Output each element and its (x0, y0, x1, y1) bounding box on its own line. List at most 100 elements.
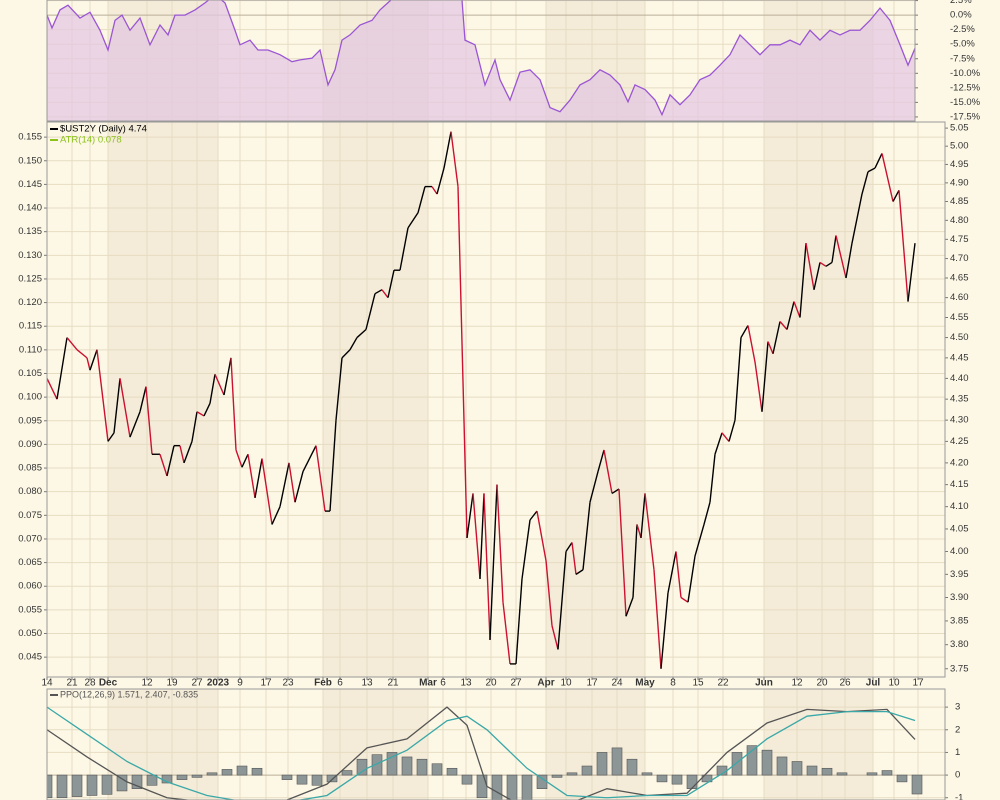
price-segment (483, 493, 491, 640)
histogram-bar (446, 767, 458, 776)
x-tick-label: May (635, 678, 655, 689)
x-tick-label: 27 (191, 678, 203, 689)
histogram-bar (896, 774, 908, 783)
price-segment (618, 488, 627, 617)
price-segment (66, 337, 78, 351)
price-segment (529, 510, 538, 521)
x-tick-label: Apr (537, 678, 554, 689)
histogram-bar (341, 770, 353, 776)
price-segment (582, 502, 591, 570)
price-segment (861, 171, 869, 195)
y-tick-label: 4.35 (950, 394, 969, 405)
month-band (546, 122, 645, 677)
panel-border (46, 688, 946, 800)
price-segment (793, 301, 801, 318)
y-tick-label: 0.075 (18, 510, 42, 521)
x-tick-label: 17 (912, 678, 924, 689)
histogram-bar (326, 774, 338, 783)
histogram-bar (731, 752, 743, 776)
price-segment (387, 270, 395, 298)
panel (47, 689, 945, 800)
price-segment (241, 453, 249, 468)
y-tick-label: 4.00 (950, 546, 969, 557)
y-tick-label: 4.45 (950, 352, 969, 363)
price-segment (536, 510, 547, 561)
y-tick-label: 4.85 (950, 196, 969, 207)
histogram-bar (176, 774, 188, 780)
price-segment (728, 419, 736, 442)
price-segment (734, 337, 742, 421)
y-tick-label: 2.5% (950, 0, 972, 6)
price-segment (632, 524, 638, 598)
price-segment (302, 445, 317, 472)
price-segment (179, 445, 185, 464)
price-segment (714, 432, 723, 455)
price-segment (767, 341, 774, 355)
price-segment (417, 186, 426, 213)
x-tick-label: 13 (460, 678, 472, 689)
price-segment (754, 361, 763, 412)
y-tick-label: 4.40 (950, 373, 969, 384)
legend-label: ATR(14) 0.078 (60, 135, 122, 146)
y-tick-label: 0.050 (18, 628, 42, 639)
y-tick-label: 2 (955, 724, 960, 735)
price-segment (89, 349, 98, 371)
y-tick-label: 0 (955, 770, 960, 781)
y-tick-label: -2.5% (950, 24, 975, 35)
histogram-bar (296, 774, 308, 785)
price-segment (851, 193, 863, 244)
price-segment (479, 493, 485, 580)
histogram-bar (71, 774, 83, 797)
price-segment (254, 458, 263, 498)
price-segment (515, 578, 523, 664)
histogram-bar (101, 774, 113, 795)
x-tick-label: 21 (66, 678, 78, 689)
x-tick-label: 17 (260, 678, 272, 689)
price-segment (489, 484, 498, 640)
histogram-bar (56, 774, 68, 799)
price-segment (230, 357, 237, 450)
histogram-bar (821, 767, 833, 776)
price-segment (356, 328, 367, 339)
price-segment (119, 378, 131, 438)
price-segment (271, 506, 281, 525)
y-tick-label: 3.90 (950, 592, 969, 603)
histogram-bar (431, 763, 443, 776)
month-band (546, 689, 645, 800)
price-segment (56, 337, 68, 400)
x-tick-label: Jul (866, 678, 881, 689)
price-segment (203, 403, 211, 417)
histogram-bar (236, 765, 248, 776)
price-segment (813, 262, 821, 290)
price-segment (694, 524, 705, 557)
price-segment (315, 445, 326, 512)
price-segment (191, 411, 198, 442)
price-segment (565, 542, 573, 552)
y-tick-label: 4.65 (950, 273, 969, 284)
histogram-bar (611, 747, 623, 776)
price-segment (443, 131, 452, 169)
x-tick-label: 12 (791, 678, 803, 689)
y-tick-label: 0.115 (19, 321, 42, 332)
price-segment (779, 321, 788, 330)
x-tick-label: 17 (586, 678, 598, 689)
y-tick-label: 4.55 (950, 312, 969, 323)
month-band (323, 689, 428, 800)
y-tick-label: 0.125 (18, 273, 42, 284)
price-segment (892, 189, 900, 202)
y-tick-label: 0.120 (18, 297, 42, 308)
histogram-bar (551, 774, 563, 778)
price-segment (845, 243, 853, 279)
y-tick-label: 0.070 (18, 533, 42, 544)
histogram-bar (911, 774, 923, 795)
histogram-bar (776, 756, 788, 776)
y-tick-label: -12.5% (950, 82, 981, 93)
price-segment (653, 569, 662, 669)
price-segment (874, 153, 883, 169)
price-segment (680, 596, 689, 603)
price-segment (76, 349, 88, 359)
panel-border (46, 0, 916, 122)
histogram-bar (47, 774, 53, 799)
